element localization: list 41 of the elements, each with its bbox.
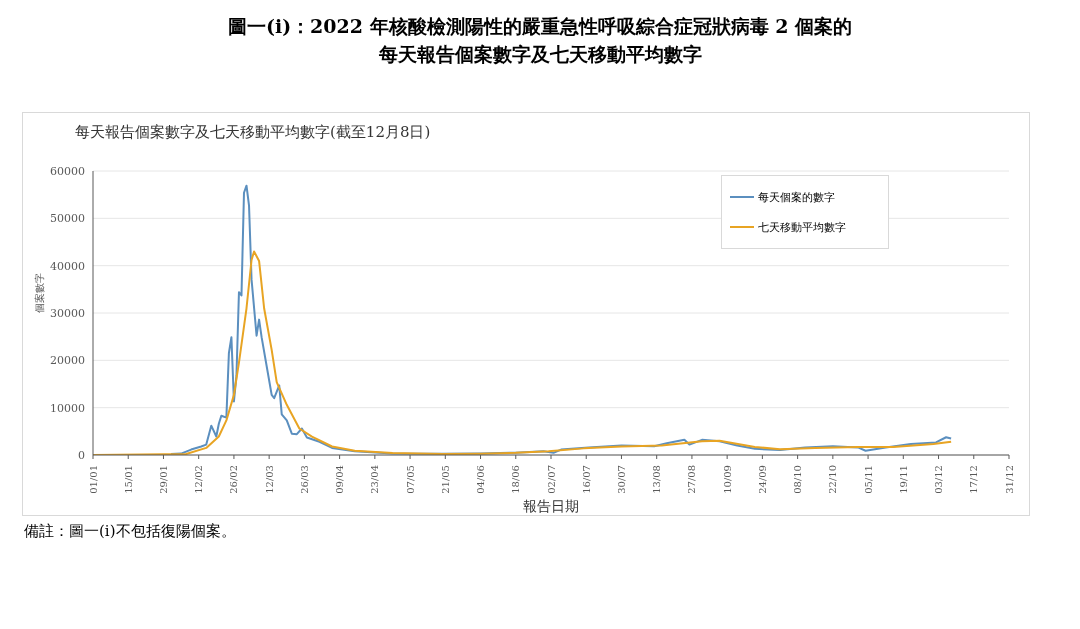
x-tick-label: 31/12 xyxy=(1003,465,1015,494)
x-tick-label: 03/12 xyxy=(933,465,945,494)
x-tick-label: 30/07 xyxy=(615,465,627,494)
x-tick-label: 21/05 xyxy=(439,465,451,494)
x-axis-title: 報告日期 xyxy=(523,498,579,514)
y-tick-label: 60000 xyxy=(50,164,85,178)
chart-title: 圖一(i)：2022 年核酸檢測陽性的嚴重急性呼吸綜合症冠狀病毒 2 個案的每天報告個案數字及七天移動平均數字 xyxy=(226,14,854,67)
y-tick-label: 40000 xyxy=(50,259,85,273)
x-tick-label: 19/11 xyxy=(897,465,909,494)
x-tick-label: 09/04 xyxy=(334,465,346,494)
x-tick-label: 05/11 xyxy=(862,465,874,494)
y-tick-label: 20000 xyxy=(50,354,85,368)
y-tick-label: 10000 xyxy=(50,401,85,415)
x-tick-label: 29/01 xyxy=(157,465,169,494)
x-tick-label: 26/02 xyxy=(228,465,240,494)
legend-label: 七天移動平均數字 xyxy=(758,219,846,235)
x-tick-label: 12/02 xyxy=(193,465,205,494)
y-tick-label: 50000 xyxy=(50,212,85,226)
x-tick-label: 02/07 xyxy=(545,465,557,494)
x-tick-label: 10/09 xyxy=(721,465,733,494)
x-tick-label: 15/01 xyxy=(122,465,134,494)
legend-label: 每天個案的數字 xyxy=(758,189,835,205)
x-tick-label: 04/06 xyxy=(475,465,487,494)
y-tick-label: 30000 xyxy=(50,306,85,320)
x-tick-label: 13/08 xyxy=(651,465,663,494)
x-tick-label: 08/10 xyxy=(792,465,804,494)
x-tick-label: 26/03 xyxy=(298,465,310,494)
y-tick-label: 0 xyxy=(78,448,85,462)
x-tick-label: 07/05 xyxy=(404,465,416,494)
x-tick-label: 18/06 xyxy=(510,465,522,494)
x-tick-label: 23/04 xyxy=(369,465,381,494)
x-tick-label: 24/09 xyxy=(756,465,768,494)
chart-subtitle: 每天報告個案數字及七天移動平均數字(截至12月8日) xyxy=(75,123,431,142)
y-axis-title: 個案數字 xyxy=(33,273,45,313)
x-tick-label: 12/03 xyxy=(263,465,275,494)
x-tick-label: 27/08 xyxy=(686,465,698,494)
x-tick-label: 22/10 xyxy=(827,465,839,494)
x-tick-label: 16/07 xyxy=(580,465,592,494)
x-tick-label: 01/01 xyxy=(87,465,99,494)
text: 備註：圖一(i)不包括復陽個案。 xyxy=(24,522,237,541)
x-tick-label: 17/12 xyxy=(968,465,980,494)
